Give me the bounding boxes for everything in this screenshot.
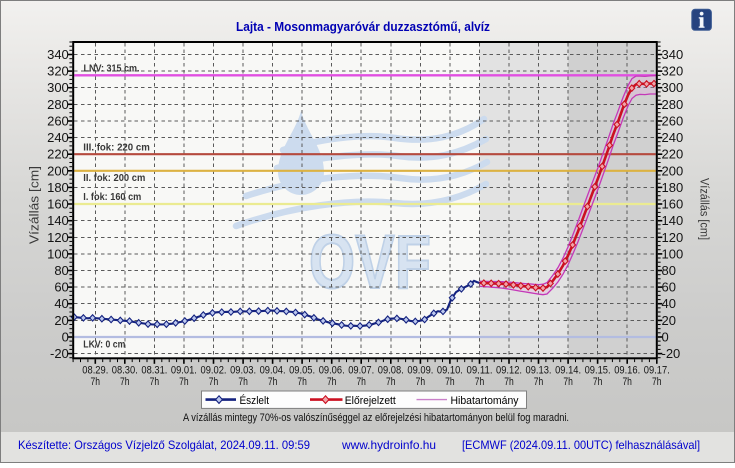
svg-text:7h: 7h (475, 376, 485, 388)
svg-text:Vízállás [cm]: Vízállás [cm] (27, 166, 42, 244)
svg-text:40: 40 (662, 296, 676, 311)
svg-text:340: 340 (47, 47, 69, 62)
svg-text:7h: 7h (386, 376, 396, 388)
svg-text:100: 100 (47, 246, 69, 261)
svg-text:280: 280 (47, 97, 69, 112)
svg-text:60: 60 (54, 280, 68, 295)
svg-text:7h: 7h (238, 376, 248, 388)
svg-text:80: 80 (662, 263, 676, 278)
svg-text:7h: 7h (327, 376, 337, 388)
svg-text:08.31.: 08.31. (141, 365, 167, 377)
svg-text:08.29.: 08.29. (82, 365, 108, 377)
svg-text:240: 240 (47, 130, 69, 145)
svg-text:09.07.: 09.07. (348, 365, 374, 377)
svg-text:09.10.: 09.10. (437, 365, 463, 377)
svg-text:20: 20 (54, 313, 68, 328)
svg-text:i: i (699, 8, 705, 33)
svg-text:120: 120 (47, 230, 69, 245)
svg-text:140: 140 (47, 213, 69, 228)
svg-text:Készítette: Országos Vízjelző: Készítette: Országos Vízjelző Szolgálat,… (18, 438, 310, 452)
svg-text:220: 220 (47, 147, 69, 162)
svg-text:09.04.: 09.04. (260, 365, 286, 377)
svg-text:340: 340 (662, 47, 684, 62)
svg-text:7h: 7h (563, 376, 573, 388)
svg-text:09.02.: 09.02. (201, 365, 227, 377)
svg-text:7h: 7h (445, 376, 455, 388)
svg-text:09.01.: 09.01. (171, 365, 197, 377)
svg-text:-20: -20 (50, 346, 69, 361)
svg-text:160: 160 (47, 197, 69, 212)
svg-text:I. fok: 160 cm: I. fok: 160 cm (83, 191, 141, 203)
svg-text:320: 320 (662, 64, 684, 79)
svg-text:240: 240 (662, 130, 684, 145)
svg-text:100: 100 (662, 246, 684, 261)
svg-text:Észlelt: Észlelt (240, 394, 270, 407)
svg-text:7h: 7h (120, 376, 130, 388)
svg-text:260: 260 (47, 114, 69, 129)
svg-text:www.hydroinfo.hu: www.hydroinfo.hu (341, 438, 436, 452)
svg-text:80: 80 (54, 263, 68, 278)
svg-text:7h: 7h (416, 376, 426, 388)
svg-text:09.12.: 09.12. (496, 365, 522, 377)
svg-text:160: 160 (662, 197, 684, 212)
svg-text:Előrejelzett: Előrejelzett (345, 395, 396, 407)
svg-text:09.03.: 09.03. (230, 365, 256, 377)
svg-text:7h: 7h (268, 376, 278, 388)
svg-text:09.16.: 09.16. (614, 365, 640, 377)
svg-text:7h: 7h (209, 376, 219, 388)
svg-text:09.13.: 09.13. (526, 365, 552, 377)
svg-text:7h: 7h (504, 376, 514, 388)
svg-text:180: 180 (47, 180, 69, 195)
svg-text:7h: 7h (356, 376, 366, 388)
svg-text:OVF: OVF (309, 220, 431, 305)
svg-text:300: 300 (47, 80, 69, 95)
svg-text:300: 300 (662, 80, 684, 95)
svg-text:[ECMWF (2024.09.11. 00UTC) fel: [ECMWF (2024.09.11. 00UTC) felhasználásá… (462, 438, 700, 452)
svg-text:7h: 7h (622, 376, 632, 388)
svg-text:320: 320 (47, 64, 69, 79)
svg-text:LKV: 0 cm: LKV: 0 cm (83, 339, 125, 351)
svg-text:09.14.: 09.14. (555, 365, 581, 377)
svg-text:7h: 7h (593, 376, 603, 388)
svg-text:7h: 7h (297, 376, 307, 388)
svg-text:III. fok: 220 cm: III. fok: 220 cm (83, 142, 150, 154)
svg-text:LNV: 315 cm.: LNV: 315 cm. (84, 63, 140, 75)
svg-text:140: 140 (662, 213, 684, 228)
svg-text:09.09.: 09.09. (407, 365, 433, 377)
svg-text:200: 200 (662, 163, 684, 178)
svg-text:Vízállás [cm]: Vízállás [cm] (698, 178, 710, 240)
svg-text:0: 0 (662, 330, 669, 345)
svg-text:7h: 7h (652, 376, 662, 388)
svg-text:Lajta - Mosonmagyaróvár duzzas: Lajta - Mosonmagyaróvár duzzasztómű, alv… (236, 19, 490, 34)
svg-text:09.15.: 09.15. (585, 365, 611, 377)
svg-text:0: 0 (62, 330, 69, 345)
svg-text:09.17.: 09.17. (644, 365, 670, 377)
svg-text:260: 260 (662, 114, 684, 129)
svg-text:120: 120 (662, 230, 684, 245)
svg-text:280: 280 (662, 97, 684, 112)
svg-text:09.08.: 09.08. (378, 365, 404, 377)
svg-text:60: 60 (662, 280, 676, 295)
svg-text:II. fok: 200 cm: II. fok: 200 cm (83, 172, 145, 184)
svg-text:09.11.: 09.11. (467, 365, 493, 377)
svg-text:7h: 7h (150, 376, 160, 388)
svg-text:40: 40 (54, 296, 68, 311)
svg-text:7h: 7h (91, 376, 101, 388)
svg-text:180: 180 (662, 180, 684, 195)
svg-text:220: 220 (662, 147, 684, 162)
svg-text:7h: 7h (179, 376, 189, 388)
svg-text:A vízállás mintegy 70%-os való: A vízállás mintegy 70%-os valószínűségge… (183, 412, 569, 424)
svg-text:20: 20 (662, 313, 676, 328)
svg-text:Hibatartomány: Hibatartomány (451, 395, 519, 407)
svg-text:09.06.: 09.06. (319, 365, 345, 377)
svg-text:200: 200 (47, 163, 69, 178)
svg-text:08.30.: 08.30. (112, 365, 138, 377)
svg-text:7h: 7h (534, 376, 544, 388)
svg-text:-20: -20 (662, 346, 681, 361)
svg-text:09.05.: 09.05. (289, 365, 315, 377)
